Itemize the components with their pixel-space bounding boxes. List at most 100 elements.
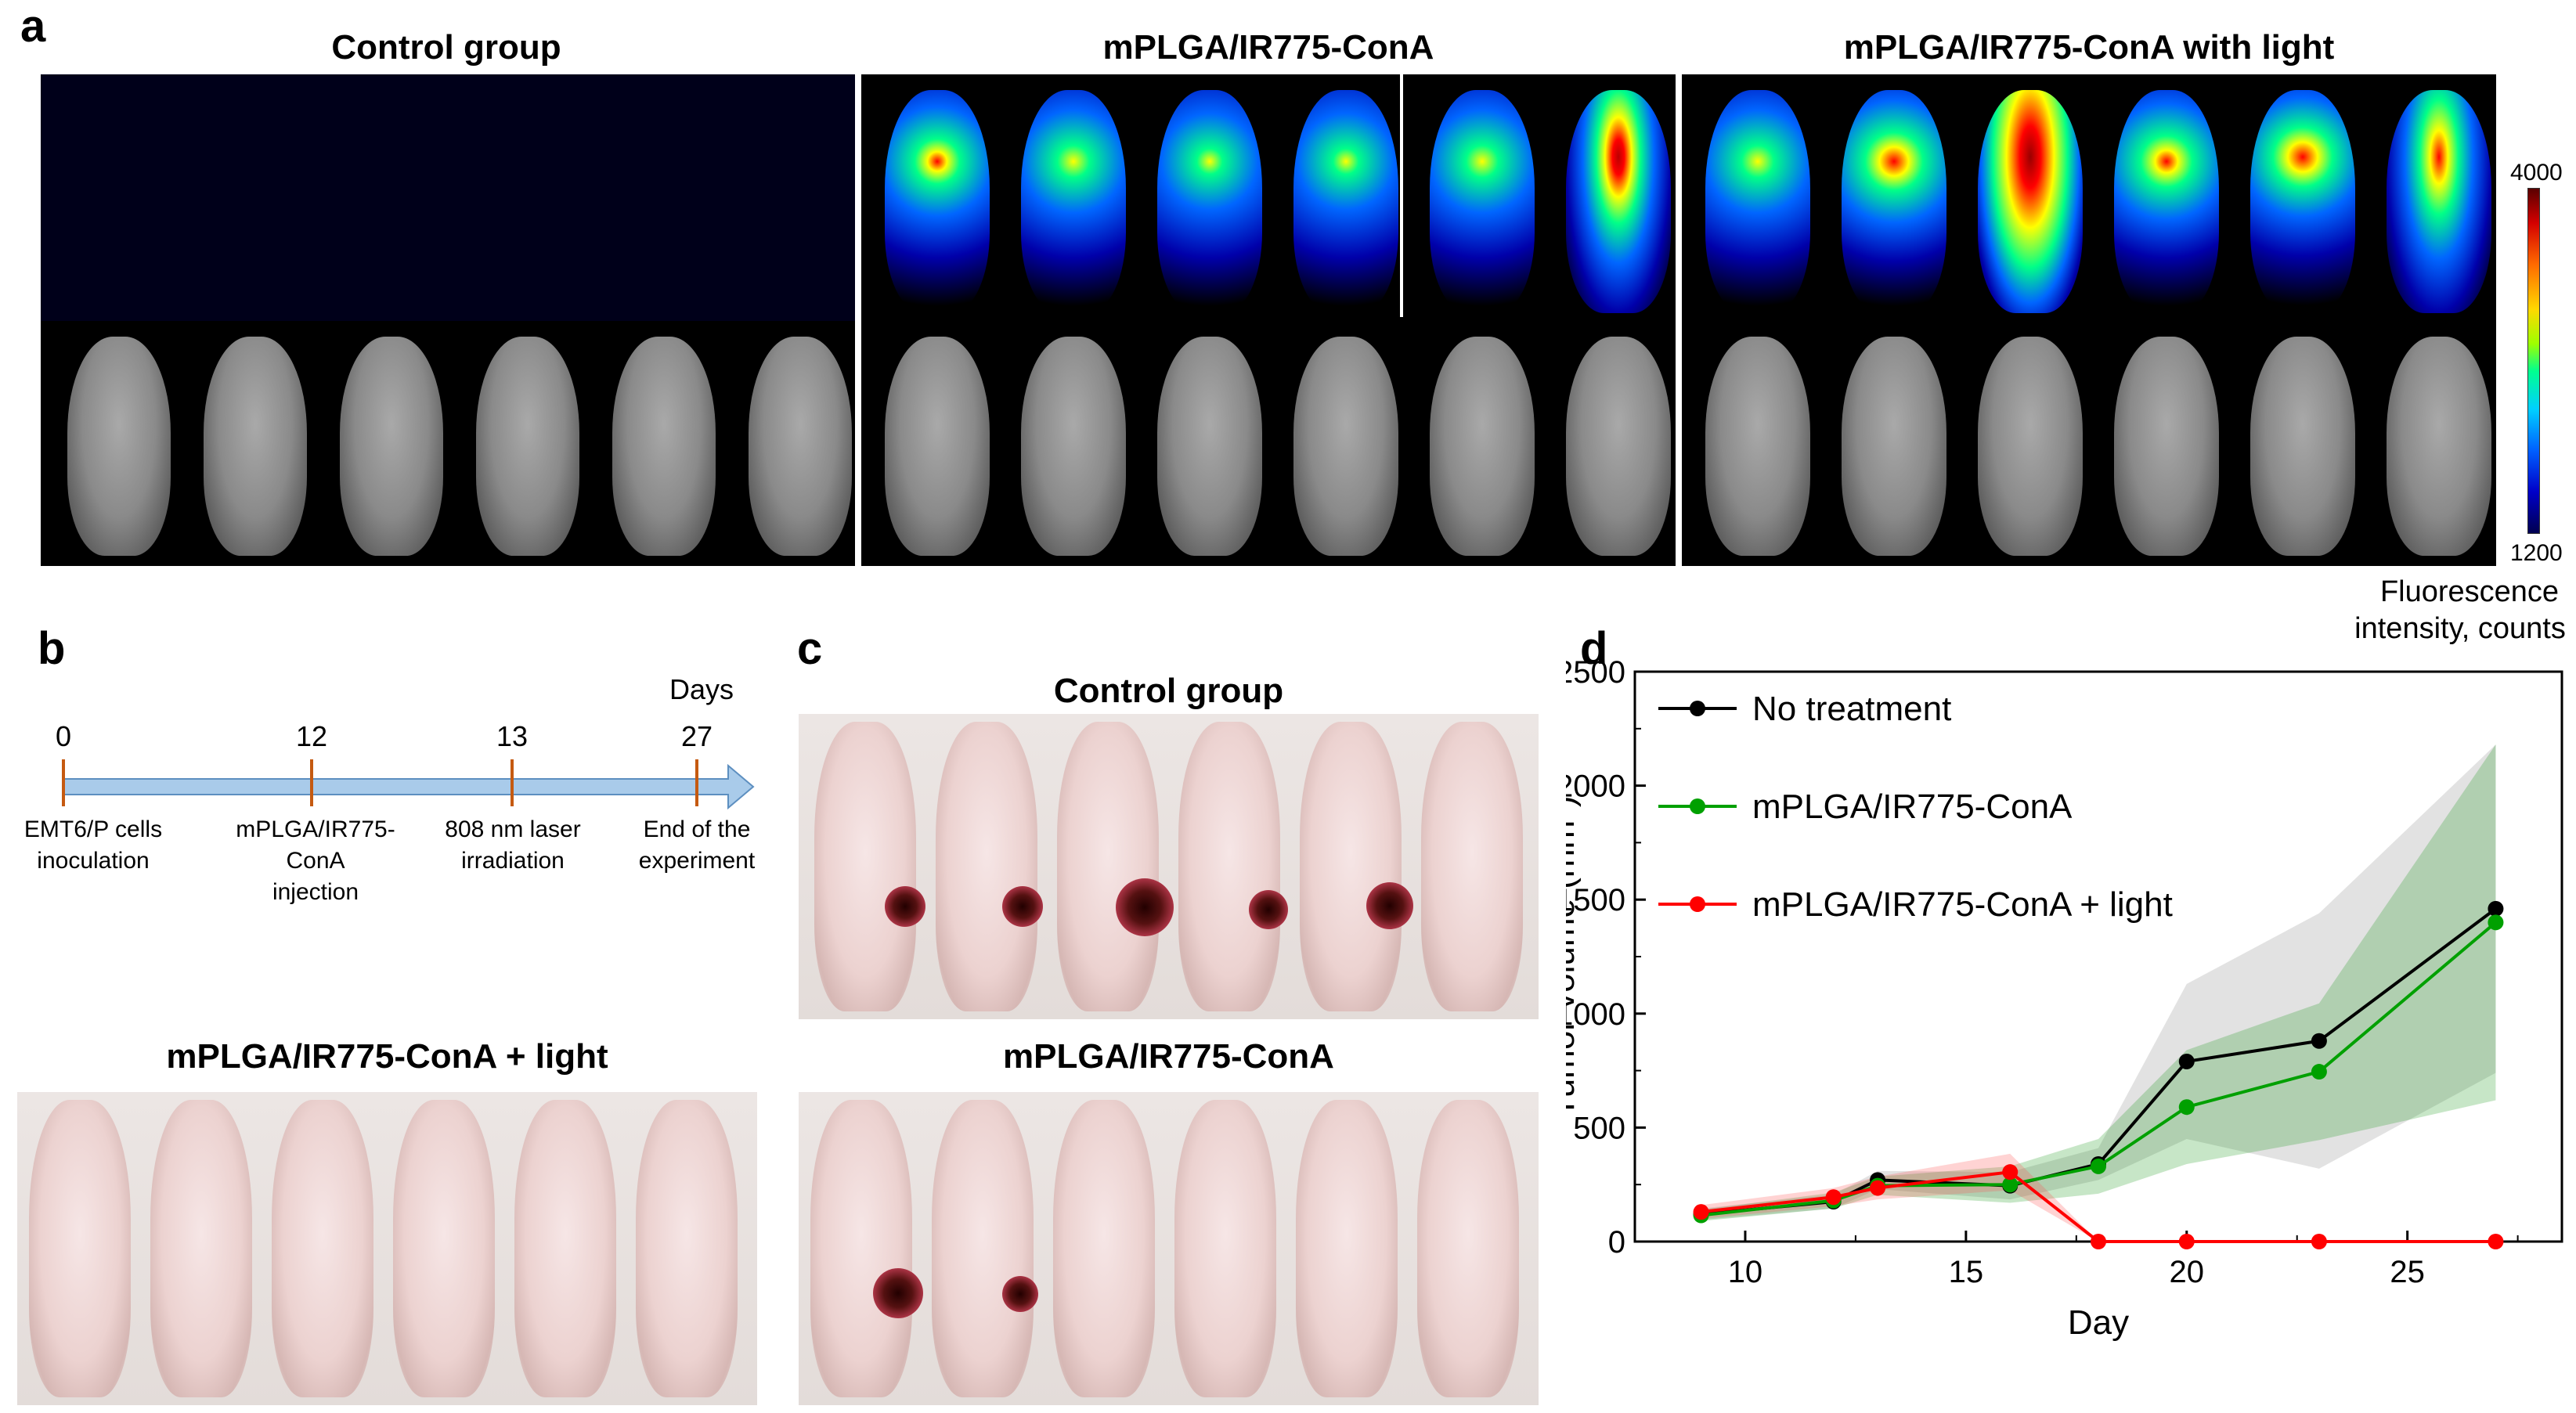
timeline-tick-13 <box>511 759 514 806</box>
mouse-fluo-10 <box>2114 90 2219 313</box>
photo-mouse-15 <box>1053 1100 1155 1397</box>
timeline-event-13-line-1: 808 nm laser <box>445 816 581 842</box>
tumor-6 <box>873 1268 923 1318</box>
series-2-point-8 <box>2488 914 2504 931</box>
mouse-bright-9 <box>1157 337 1262 556</box>
photo-mouse-10 <box>1178 722 1280 1011</box>
mouse-bright-8 <box>1021 337 1126 556</box>
mouse-bright-14 <box>1842 337 1946 556</box>
timeline-day-0: 0 <box>55 720 72 752</box>
series-3-point-3 <box>1870 1180 1886 1196</box>
mouse-fluo-5 <box>1430 90 1535 313</box>
series-1-point-8 <box>2488 900 2504 917</box>
legend-marker-1 <box>1690 701 1705 716</box>
colorbar <box>2527 188 2540 534</box>
timeline-event-0: EMT6/P cells inoculation <box>3 814 183 877</box>
tumor-4 <box>1249 890 1288 929</box>
timeline-event-13-line-2: irradiation <box>461 848 565 874</box>
mouse-fluo-2 <box>1021 90 1126 313</box>
error-band-3 <box>1701 1153 2496 1242</box>
panel-a-title-control: Control group <box>331 28 561 67</box>
photo-mouse-6 <box>636 1100 738 1397</box>
photo-panel-control <box>799 714 1539 1019</box>
series-2-point-4 <box>2002 1177 2019 1193</box>
y-tick-label-500: 500 <box>1573 1111 1625 1145</box>
series-2-point-6 <box>2178 1099 2195 1116</box>
mouse-bright-17 <box>2250 337 2355 556</box>
photo-mouse-11 <box>1300 722 1402 1011</box>
photo-mouse-5 <box>514 1100 616 1397</box>
x-tick-label-20: 20 <box>2170 1255 2205 1289</box>
series-lines <box>1693 900 2504 1249</box>
series-3-point-1 <box>1693 1204 1709 1220</box>
tumor-3 <box>1116 878 1174 936</box>
timeline-arrow-shape <box>62 763 755 810</box>
timeline-event-0-line-2: inoculation <box>37 848 150 874</box>
legend-marker-2 <box>1690 798 1705 814</box>
photo-mouse-12 <box>1421 722 1523 1011</box>
timeline-event-12: mPLGA/IR775- ConA injection <box>225 814 406 908</box>
mouse-fluo-11 <box>2250 90 2355 313</box>
timeline-event-13: 808 nm laser irradiation <box>423 814 603 877</box>
colorbar-title-2: intensity, counts <box>2354 612 2566 645</box>
panel-c-title-control: Control group <box>1053 672 1284 710</box>
mouse-bright-5 <box>612 337 716 556</box>
mouse-bright-6 <box>749 337 852 556</box>
series-1-point-6 <box>2178 1053 2195 1069</box>
panel-a-title-conA-light: mPLGA/IR775-ConA with light <box>1843 28 2335 67</box>
timeline-arrow <box>62 763 755 810</box>
timeline-event-27-line-2: experiment <box>638 848 756 874</box>
mouse-bright-11 <box>1430 337 1535 556</box>
series-3-point-2 <box>1825 1189 1842 1206</box>
y-tick-label-2500: 2500 <box>1566 655 1625 690</box>
mouse-fluo-1 <box>885 90 990 313</box>
x-axis-title: Day <box>2068 1303 2129 1342</box>
photo-mouse-16 <box>1174 1100 1276 1397</box>
series-3-point-5 <box>2091 1234 2106 1249</box>
timeline-day-13: 13 <box>496 720 529 752</box>
tumor-7 <box>1002 1276 1038 1312</box>
photo-mouse-17 <box>1296 1100 1398 1397</box>
series-1-point-7 <box>2311 1033 2327 1049</box>
mouse-bright-12 <box>1566 337 1671 556</box>
mouse-bright-3 <box>340 337 443 556</box>
timeline-event-0-line-1: EMT6/P cells <box>23 816 163 842</box>
series-2-point-5 <box>2091 1158 2106 1174</box>
x-tick-label-10: 10 <box>1728 1255 1763 1289</box>
timeline-unit: Days <box>669 673 734 705</box>
timeline-event-27-line-1: End of the <box>643 816 751 842</box>
panel-c-label: c <box>797 623 823 674</box>
mouse-bright-15 <box>1978 337 2083 556</box>
timeline-event-12-line-1: mPLGA/IR775- <box>236 816 395 842</box>
imaging-panel-conA-light <box>1682 74 2496 566</box>
timeline-event-12-line-2: ConA <box>286 848 345 874</box>
timeline-day-27: 27 <box>680 720 713 752</box>
panel-d-label: d <box>1580 623 1608 674</box>
colorbar-min: 1200 <box>2510 540 2563 566</box>
mouse-bright-4 <box>476 337 579 556</box>
y-tick-label-2000: 2000 <box>1566 770 1625 804</box>
timeline-event-27: End of the experiment <box>607 814 787 877</box>
imaging-panel-conA <box>861 74 1676 566</box>
photo-mouse-13 <box>810 1100 912 1397</box>
colorbar-max: 4000 <box>2510 160 2563 186</box>
mouse-bright-18 <box>2387 337 2491 556</box>
legend-marker-3 <box>1690 896 1705 912</box>
y-tick-label-1500: 1500 <box>1566 883 1625 917</box>
photo-mouse-3 <box>272 1100 373 1397</box>
series-3-point-8 <box>2488 1234 2504 1249</box>
tumor-1 <box>885 886 925 927</box>
mouse-fluo-6 <box>1566 90 1671 313</box>
tumor-volume-chart: 0 500 1000 1500 2000 2500 10 15 20 25 Day Tumor vol… <box>1566 655 2563 1342</box>
mouse-fluo-8 <box>1842 90 1946 313</box>
mouse-bright-1 <box>67 337 171 556</box>
timeline-event-12-line-3: injection <box>272 879 359 905</box>
photo-panel-conA <box>799 1092 1539 1405</box>
photo-mouse-4 <box>393 1100 495 1397</box>
y-axis-title: Tumor volume (mm3) <box>1566 795 1582 1117</box>
series-3-point-7 <box>2311 1234 2327 1249</box>
tumor-2 <box>1002 886 1043 927</box>
error-band-2 <box>1701 744 2496 1221</box>
mouse-fluo-12 <box>2387 90 2491 313</box>
colorbar-title-1: Fluorescence <box>2379 575 2560 608</box>
